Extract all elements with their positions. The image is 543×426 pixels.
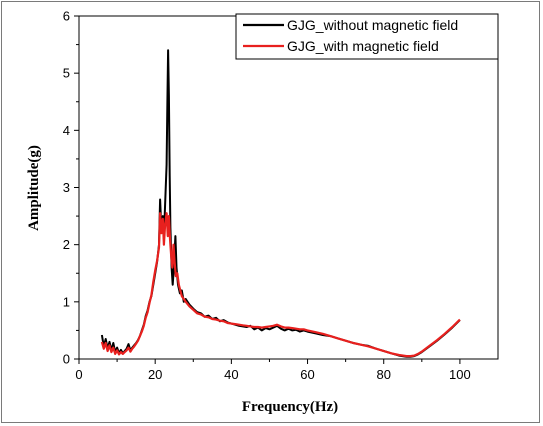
plot-frame xyxy=(78,15,499,360)
y-axis-title: Amplitude(g) xyxy=(26,145,42,231)
y-tick-label: 6 xyxy=(63,9,70,24)
y-tick-label: 4 xyxy=(63,123,70,138)
y-tick-label: 0 xyxy=(63,352,70,367)
legend: GJG_without magnetic field GJG_with magn… xyxy=(235,13,499,60)
x-axis-title: Frequency(Hz) xyxy=(242,399,338,415)
x-tick-label: 100 xyxy=(449,367,471,382)
x-tick-label: 80 xyxy=(376,367,390,382)
plot-area xyxy=(78,15,499,360)
legend-label-with-field: GJG_with magnetic field xyxy=(287,38,439,54)
x-tick-label: 0 xyxy=(75,367,82,382)
legend-box xyxy=(235,13,499,60)
y-tick-label: 1 xyxy=(63,294,70,309)
legend-label-without-field: GJG_without magnetic field xyxy=(287,17,458,33)
y-axis: 0 1 2 3 4 5 6 xyxy=(63,9,79,367)
y-tick-label: 5 xyxy=(63,66,70,81)
y-tick-label: 3 xyxy=(63,180,70,195)
series-line-2 xyxy=(100,212,461,358)
x-axis: 0 20 40 60 80 100 xyxy=(75,359,471,382)
series-line-1 xyxy=(100,49,461,358)
y-tick-label: 2 xyxy=(63,237,70,252)
x-tick-label: 60 xyxy=(300,367,314,382)
x-tick-label: 20 xyxy=(148,367,162,382)
x-tick-label: 40 xyxy=(224,367,238,382)
